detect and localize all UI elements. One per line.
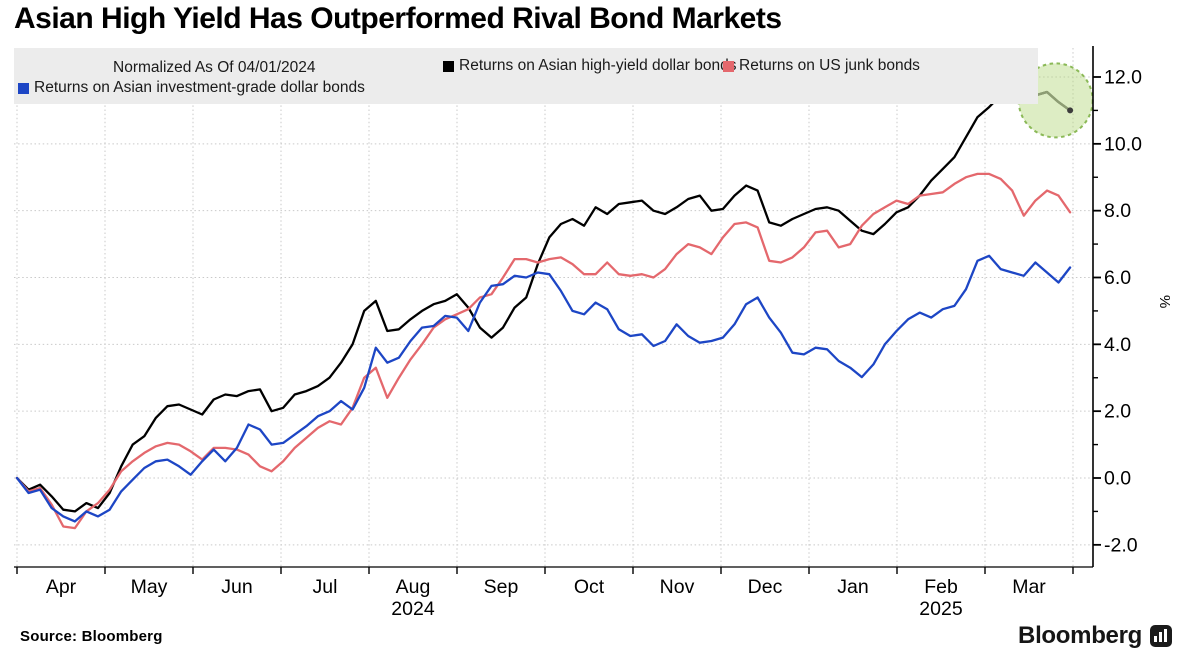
x-axis-month-label: Jan [837, 576, 868, 598]
bloomberg-logo-icon [1150, 625, 1172, 647]
y-axis-tick-label: 2.0 [1104, 401, 1131, 423]
x-axis-month-label: Oct [574, 576, 605, 598]
legend-band [14, 48, 1038, 104]
x-axis-month-label: Jul [313, 576, 338, 598]
chart-title: Asian High Yield Has Outperformed Rival … [14, 2, 782, 35]
legend-item-asian-high-yield: Returns on Asian high-yield dollar bonds [443, 57, 736, 75]
legend-item-us-junk: Returns on US junk bonds [723, 57, 920, 75]
legend-label: Returns on Asian high-yield dollar bonds [459, 57, 737, 74]
x-axis-month-label: Feb [924, 576, 958, 598]
y-axis-tick-label: 4.0 [1104, 334, 1131, 356]
y-axis-tick-label: -2.0 [1104, 534, 1138, 556]
legend-swatch-red [723, 60, 734, 72]
x-axis-month-label: Nov [660, 576, 695, 598]
bloomberg-logo-text: Bloomberg [1018, 622, 1142, 649]
bloomberg-logo: Bloomberg [1018, 622, 1172, 650]
x-axis-month-label: Dec [748, 576, 783, 598]
legend-swatch-blue [18, 82, 29, 94]
x-axis-month-label: Apr [46, 576, 77, 598]
legend-label: Returns on US junk bonds [739, 57, 920, 74]
x-axis-month-label: May [131, 576, 168, 598]
y-axis-tick-label: 0.0 [1104, 468, 1131, 490]
y-axis-tick-label: 10.0 [1104, 133, 1142, 155]
x-axis-month-label: Sep [484, 576, 519, 598]
legend-label: Returns on Asian investment-grade dollar… [34, 79, 365, 96]
y-axis-tick-label: 12.0 [1104, 66, 1142, 88]
y-axis-unit-label: % [1156, 295, 1173, 308]
x-axis-month-label: Aug [396, 576, 431, 598]
x-axis-month-label: Mar [1012, 576, 1046, 598]
x-axis-year-label: 2025 [919, 598, 963, 620]
y-axis-tick-label: 8.0 [1104, 200, 1131, 222]
x-axis-year-label: 2024 [391, 598, 435, 620]
y-axis-tick-label: 6.0 [1104, 267, 1131, 289]
legend-swatch-black [443, 60, 454, 72]
legend-item-asian-investment-grade: Returns on Asian investment-grade dollar… [18, 79, 365, 97]
legend-note: Normalized As Of 04/01/2024 [113, 59, 316, 76]
x-axis-month-label: Jun [221, 576, 252, 598]
source-label: Source: Bloomberg [20, 628, 163, 645]
